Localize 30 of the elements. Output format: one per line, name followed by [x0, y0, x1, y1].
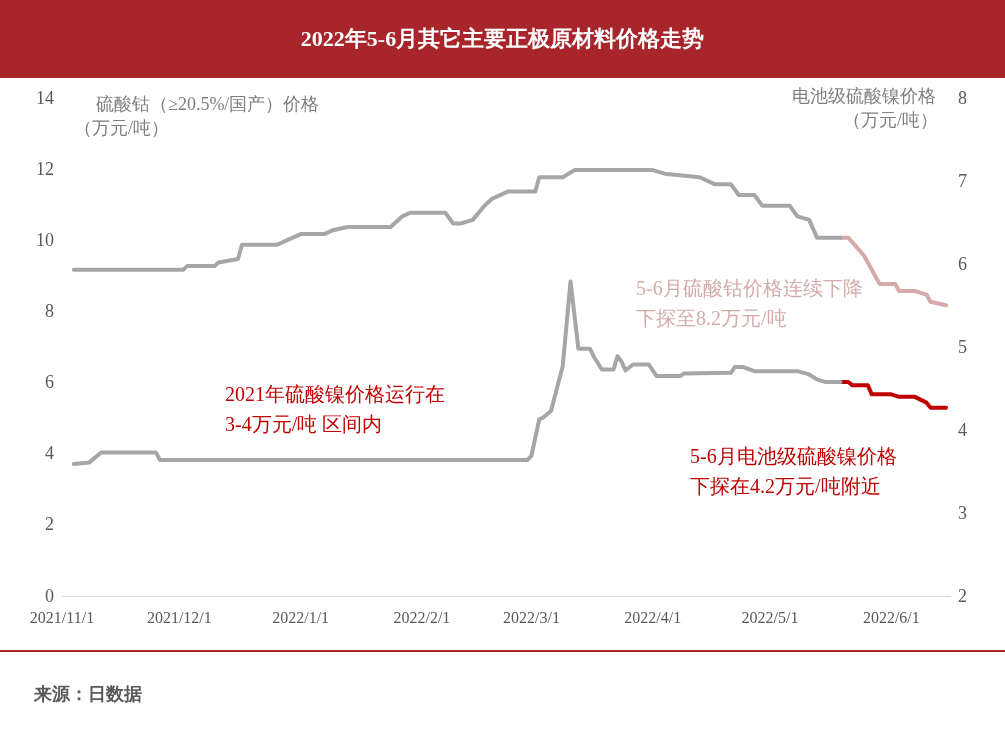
y-tick-label: 0: [45, 585, 54, 606]
source-note: 来源：日数据: [34, 683, 142, 706]
y-tick-label: 8: [45, 301, 54, 322]
x-tick-label: 2022/5/1: [741, 608, 799, 626]
y-tick-label: 2: [45, 514, 54, 535]
x-tick-label: 2022/1/1: [272, 608, 330, 626]
x-tick-label: 2021/12/1: [146, 608, 212, 626]
x-tick-label: 2022/4/1: [624, 608, 682, 626]
x-tick-label: 2022/2/1: [393, 608, 451, 626]
chart-title: 2022年5-6月其它主要正极原材料价格走势: [0, 0, 1005, 78]
y-tick-label: 14: [36, 87, 54, 108]
x-tick-label: 2021/11/1: [29, 608, 95, 626]
y-axis-title: 硫酸钴（≥20.5%/国产）价格（万元/吨）: [74, 93, 320, 138]
y2-tick-label: 3: [958, 502, 967, 523]
annotation: 5-6月硫酸钴价格连续下降下探至8.2万元/吨: [636, 277, 863, 330]
y2-tick-label: 6: [958, 253, 967, 274]
y2-tick-label: 7: [958, 170, 967, 191]
y-tick-label: 6: [45, 372, 54, 393]
annotation: 2021年硫酸镍价格运行在 3-4万元/吨 区间内: [225, 383, 450, 436]
y-tick-label: 4: [45, 443, 54, 464]
y-tick-label: 10: [36, 229, 54, 250]
annotation: 5-6月电池级硫酸镍价格下探在4.2万元/吨附近: [690, 445, 897, 498]
y2-tick-label: 4: [958, 419, 967, 440]
y2-tick-label: 5: [958, 336, 967, 357]
y2-axis-title: 电池级硫酸镍价格（万元/吨）: [792, 85, 938, 130]
x-tick-label: 2022/6/1: [862, 608, 920, 626]
y2-tick-label: 2: [958, 585, 967, 606]
y-tick-label: 12: [36, 158, 54, 179]
x-tick-label: 2022/3/1: [502, 608, 560, 626]
y2-tick-label: 8: [958, 87, 967, 108]
